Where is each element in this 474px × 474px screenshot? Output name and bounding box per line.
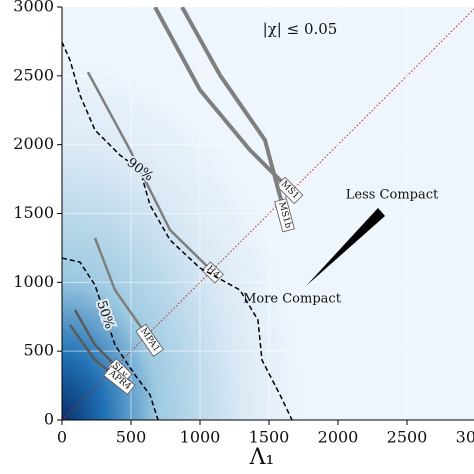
x-axis-label: Λ₁ [249,445,275,470]
y-tick-label: 1500 [13,203,54,222]
eos-curve [73,309,121,371]
x-tick-label: 1500 [249,428,290,447]
x-tick-label: 3000 [456,428,474,447]
label-box [103,365,136,395]
arrow [306,208,385,286]
x-tick-label: 2000 [318,428,359,447]
x-tick-label: 2500 [387,428,428,447]
y-tick-label: 0 [44,410,54,429]
y-tick-label: 500 [23,341,54,360]
label-box [274,198,295,233]
eos-curve [93,237,152,341]
eos-curve [180,7,287,216]
contour-line [62,41,293,420]
eos-curve [86,71,214,273]
x-tick-label: 1000 [180,428,221,447]
y-tick-label: 2500 [13,65,54,84]
x-tick-label: 500 [116,428,147,447]
annotation: Less Compact [346,188,439,203]
y-tick-label: 3000 [13,0,54,16]
eos-curve [153,7,292,192]
annotation: |χ| ≤ 0.05 [263,20,338,38]
series-label-group: MS1b [274,198,295,233]
label-box [135,323,164,357]
y-tick-label: 1000 [13,272,54,291]
annotation: More Compact [243,292,342,307]
label-box [275,176,304,205]
y-tick-label: 2000 [13,134,54,153]
x-tick-label: 0 [57,428,67,447]
